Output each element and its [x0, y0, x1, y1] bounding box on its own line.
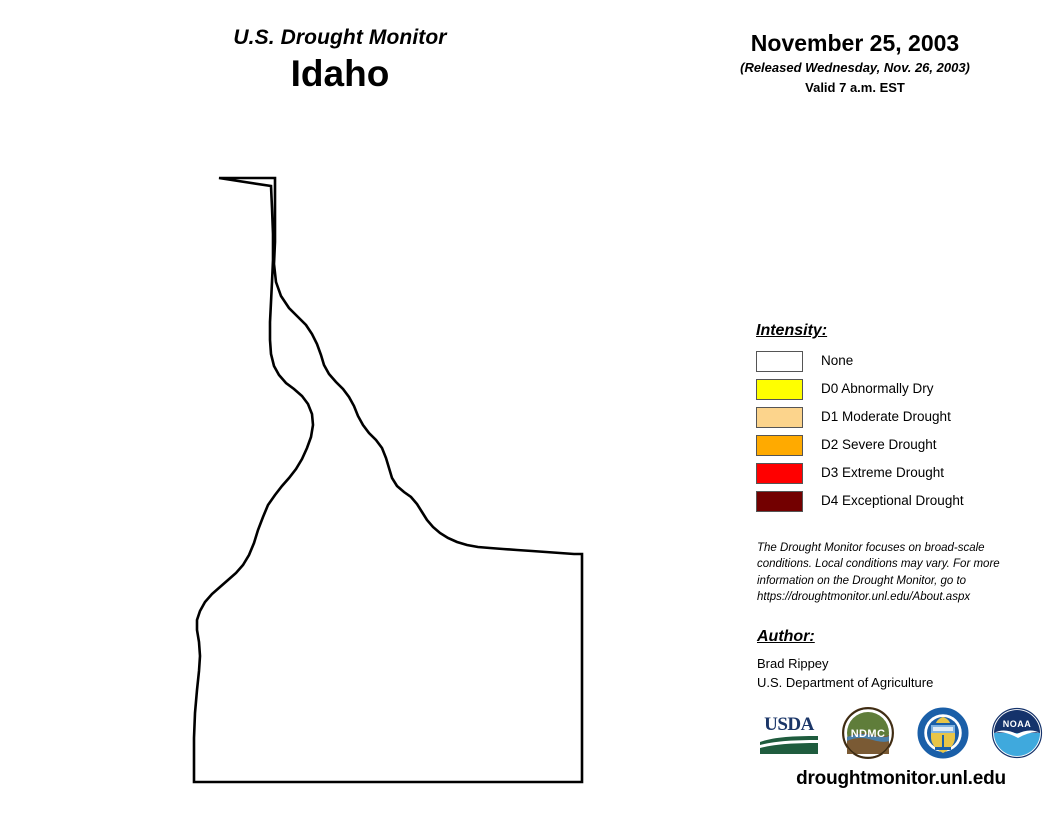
legend-label-none: None	[821, 353, 854, 369]
disclaimer-text: The Drought Monitor focuses on broad-sca…	[757, 542, 1000, 603]
legend-label-d1: D1 Moderate Drought	[821, 409, 951, 425]
idaho-drought-map[interactable]	[186, 168, 596, 798]
legend-item-d4[interactable]: D4 Exceptional Drought	[756, 488, 1036, 514]
page-title: U.S. Drought Monitor	[233, 26, 447, 49]
logo-row: USDA NDMC NOAA	[758, 704, 1043, 762]
date-valid: Valid 7 a.m. EST	[805, 80, 905, 96]
date-primary: November 25, 2003	[750, 30, 960, 56]
author-heading: Author:	[757, 628, 815, 645]
legend-item-d2[interactable]: D2 Severe Drought	[756, 432, 1036, 458]
legend: Intensity: None D0 Abnormally Dry D1 Mod…	[756, 322, 1036, 516]
noaa-logo[interactable]: NOAA	[991, 707, 1043, 759]
legend-swatch-d4	[756, 490, 803, 512]
legend-label-d0: D0 Abnormally Dry	[821, 381, 934, 397]
legend-swatch-d3	[756, 462, 803, 484]
snake-river-west	[194, 496, 202, 598]
usda-logo[interactable]: USDA	[758, 708, 820, 758]
legend-swatch-d0	[756, 378, 803, 400]
legend-swatch-d2	[756, 434, 803, 456]
state-outline	[192, 176, 584, 784]
title-block: U.S. Drought Monitor Idaho	[130, 26, 550, 96]
legend-item-none[interactable]: None	[756, 348, 1036, 374]
author-name: Brad Rippey	[757, 656, 829, 671]
legend-item-d0[interactable]: D0 Abnormally Dry	[756, 376, 1036, 402]
author-block: Author: Brad Rippey U.S. Department of A…	[757, 628, 1027, 693]
svg-text:USDA: USDA	[764, 714, 815, 735]
legend-label-d3: D3 Extreme Drought	[821, 465, 945, 481]
ndmc-logo[interactable]: NDMC	[842, 707, 895, 759]
author-affiliation: U.S. Department of Agriculture	[757, 674, 934, 690]
region-d4-northeast-wedge	[436, 328, 582, 420]
date-released: (Released Wednesday, Nov. 26, 2003)	[740, 60, 970, 76]
legend-item-d1[interactable]: D1 Moderate Drought	[756, 404, 1036, 430]
legend-swatch-d1	[756, 406, 803, 428]
legend-swatch-none	[756, 350, 803, 372]
legend-label-d2: D2 Severe Drought	[821, 437, 937, 453]
kootenai-river	[194, 236, 277, 258]
unl-logo[interactable]	[917, 707, 969, 759]
date-block: November 25, 2003 (Released Wednesday, N…	[680, 30, 1030, 96]
legend-item-d3[interactable]: D3 Extreme Drought	[756, 460, 1036, 486]
state-title: Idaho	[290, 53, 390, 95]
website-url[interactable]: droughtmonitor.unl.edu	[796, 768, 1006, 789]
legend-label-d4: D4 Exceptional Drought	[821, 493, 964, 509]
svg-text:NOAA: NOAA	[1003, 719, 1032, 729]
svg-text:NDMC: NDMC	[851, 728, 886, 740]
legend-title: Intensity:	[756, 322, 828, 339]
